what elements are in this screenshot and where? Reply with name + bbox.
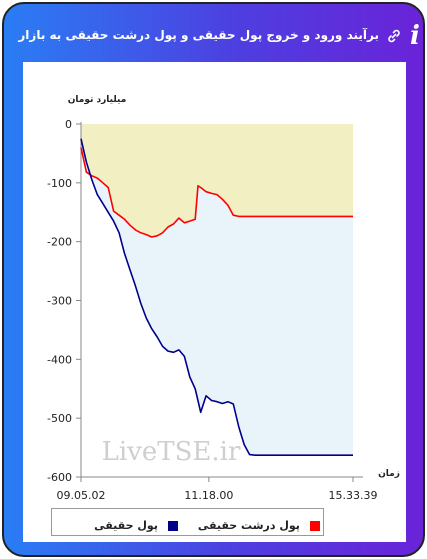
chart-svg: 0 -100 -200 -300 -400 -500 -600 09.05.02 11.18.0… — [47, 95, 400, 502]
series-line-real-money — [80, 138, 353, 456]
card-header: برآیند ورود و خروج پول حقیقی و پول درشت … — [4, 4, 423, 62]
legend-item-big-real-money[interactable]: پول درشت حقیقی — [192, 515, 320, 532]
card-title: برآیند ورود و خروج پول حقیقی و پول درشت … — [18, 28, 379, 42]
legend-label-big-real-money: پول درشت حقیقی — [197, 519, 300, 532]
plot-panel: 0 -100 -200 -300 -400 -500 -600 09.05.02 11.18.0… — [23, 62, 406, 542]
x-tick-label: 15.33.39 — [329, 489, 378, 502]
watermark: LiveTSE.ir — [102, 437, 241, 467]
legend-label-real-money: پول حقیقی — [94, 519, 158, 532]
legend-swatch-real-money — [168, 520, 178, 531]
y-tick-label: -400 — [47, 353, 72, 366]
series-line-big-real-money — [80, 147, 353, 238]
y-tick-label: -600 — [47, 471, 72, 484]
y-axis-label: میلیارد تومان — [68, 95, 127, 105]
y-tick-label: -300 — [47, 295, 72, 308]
x-tick-label: 09.05.02 — [57, 489, 106, 502]
y-tick-label: 0 — [65, 118, 72, 131]
area-big-real-money — [81, 124, 353, 237]
x-axis-label: زمان — [378, 469, 400, 479]
area-real-money — [81, 138, 353, 456]
legend-swatch-big-real-money — [310, 520, 320, 531]
y-tick-label: -200 — [47, 236, 72, 249]
link-icon[interactable] — [386, 28, 402, 44]
chart-legend: پول حقیقی پول درشت حقیقی — [51, 508, 324, 536]
info-icon[interactable]: i — [410, 21, 420, 51]
y-tick-label: -100 — [47, 177, 72, 190]
x-tick-label: 11.18.00 — [184, 489, 233, 502]
legend-item-real-money[interactable]: پول حقیقی — [58, 515, 178, 532]
y-tick-label: -500 — [47, 412, 72, 425]
